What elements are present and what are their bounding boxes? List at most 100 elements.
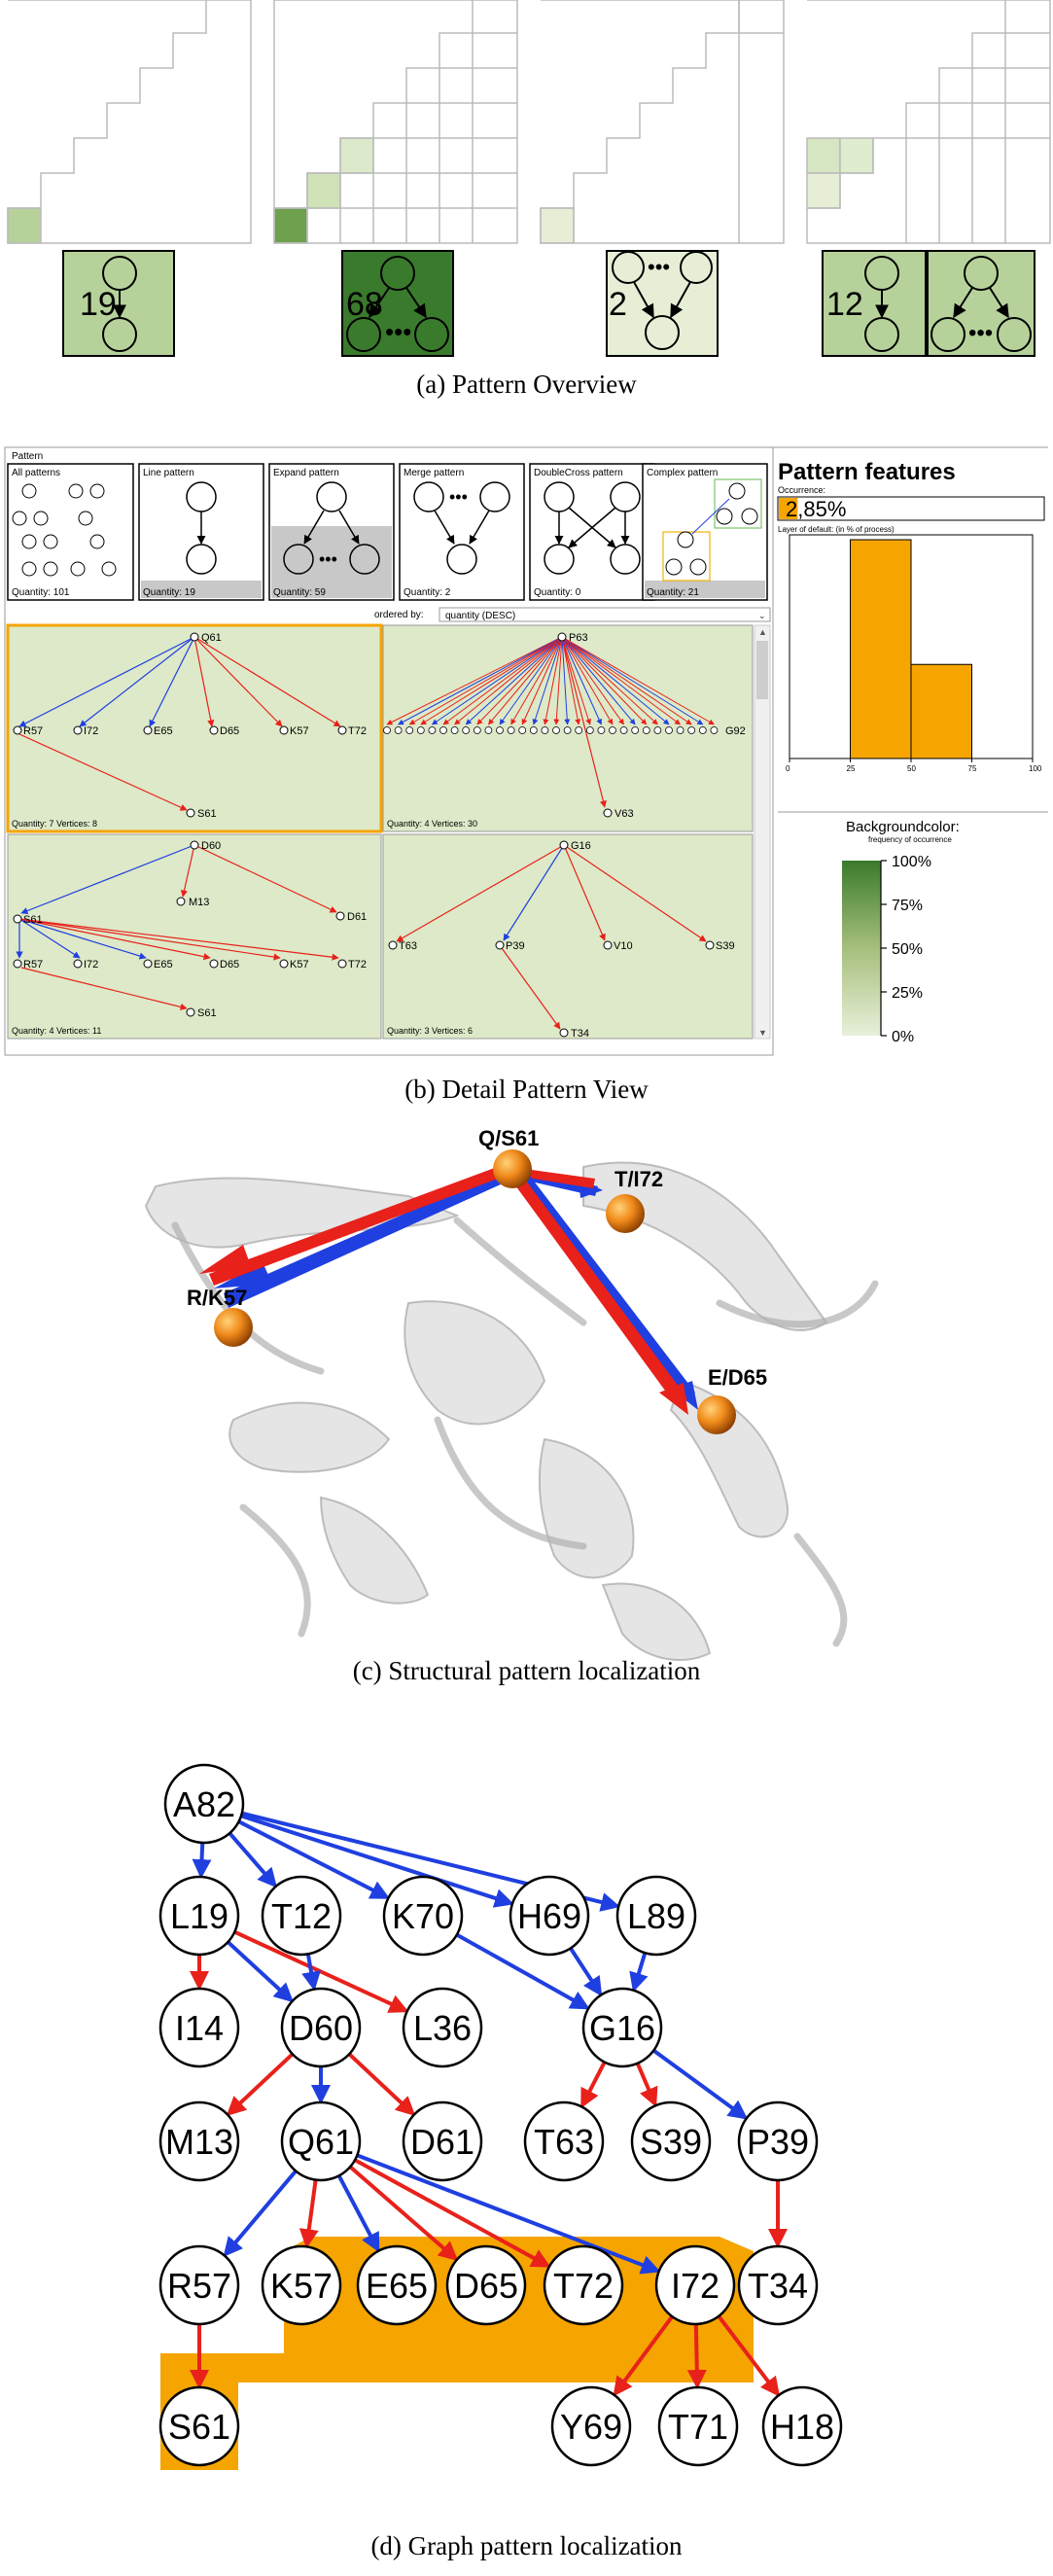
svg-text:Backgroundcolor:: Backgroundcolor: bbox=[846, 819, 960, 835]
svg-text:P39: P39 bbox=[506, 940, 525, 952]
svg-text:Quantity: 0: Quantity: 0 bbox=[534, 587, 581, 598]
graph-node-y69[interactable]: Y69 bbox=[550, 2385, 632, 2467]
pattern-card-merge[interactable]: Merge pattern ••• Quantity: 2 bbox=[399, 463, 525, 601]
graph-node-m13[interactable]: M13 bbox=[158, 2100, 240, 2182]
graph-node-e65[interactable]: E65 bbox=[356, 2244, 438, 2326]
svg-text:Layer of default: (in % of pro: Layer of default: (in % of process) bbox=[778, 525, 895, 534]
histogram-tick-4: 100 bbox=[1029, 764, 1042, 773]
pattern-card-expand[interactable]: Expand pattern ••• Quantity: 59 bbox=[268, 463, 395, 601]
graph-node-s61[interactable]: S61 bbox=[158, 2385, 240, 2467]
pattern-overview: 19 ••• 68 ••• 2 12 ••• bbox=[7, 0, 1051, 357]
overview-tile-2[interactable]: ••• 68 bbox=[341, 250, 454, 357]
svg-text:T72: T72 bbox=[348, 959, 367, 970]
graph-edge-k70-g16 bbox=[455, 1932, 590, 2010]
graph-node-r57[interactable]: R57 bbox=[158, 2244, 240, 2326]
ordered-by-label: ordered by: bbox=[374, 610, 424, 620]
occurrence-bar bbox=[777, 496, 1045, 521]
svg-text:Quantity: 19: Quantity: 19 bbox=[143, 587, 195, 598]
svg-text:D61: D61 bbox=[347, 911, 367, 923]
pattern-card-line[interactable]: Line pattern Quantity: 19 bbox=[138, 463, 264, 601]
graph-node-label: T34 bbox=[748, 2266, 808, 2306]
graph-node-q61[interactable]: Q61 bbox=[280, 2100, 362, 2182]
occurrence-histogram: 0 25 50 75 100 bbox=[786, 534, 1042, 773]
graph-node-t63[interactable]: T63 bbox=[523, 2100, 605, 2182]
graph-node-s39[interactable]: S39 bbox=[630, 2100, 712, 2182]
svg-text:S61: S61 bbox=[197, 808, 217, 820]
svg-text:S61: S61 bbox=[23, 914, 43, 926]
pattern-features-panel: Pattern features Occurrence: 2,85% Layer… bbox=[772, 446, 1048, 1050]
pattern-card-doublecross[interactable]: DoubleCross pattern Quantity: 0 bbox=[529, 463, 655, 601]
caption-d: (d) Graph pattern localization bbox=[370, 2531, 683, 2560]
graph-node-t12[interactable]: T12 bbox=[261, 1875, 342, 1957]
svg-text:S39: S39 bbox=[716, 940, 735, 952]
svg-text:quantity (DESC): quantity (DESC) bbox=[445, 611, 515, 621]
svg-text:•••: ••• bbox=[449, 487, 468, 507]
graph-node-label: Y69 bbox=[560, 2407, 622, 2447]
graph-node-d61[interactable]: D61 bbox=[402, 2100, 483, 2182]
graph-edge-i72-y69 bbox=[613, 2314, 674, 2397]
overview-tile-1[interactable]: 19 bbox=[62, 250, 175, 357]
graph-node-l19[interactable]: L19 bbox=[158, 1875, 240, 1957]
pattern-panel-1[interactable]: Q61 R57 I72 E65 D65 K57 T72 S61 Quantity… bbox=[6, 623, 383, 833]
svg-text:Quantity: 3 Vertices: 6: Quantity: 3 Vertices: 6 bbox=[387, 1026, 473, 1036]
pattern-panel-4[interactable]: G16 T63 P39 V10 S39 T34 Quantity: 3 Vert… bbox=[382, 833, 754, 1040]
graph-edge-g16-p39 bbox=[652, 2048, 749, 2120]
graph-node-label: S61 bbox=[168, 2407, 230, 2447]
svg-text:▼: ▼ bbox=[758, 1028, 767, 1038]
graph-node-k57[interactable]: K57 bbox=[261, 2244, 342, 2326]
graph-node-t34[interactable]: T34 bbox=[737, 2244, 819, 2326]
graph-node-k70[interactable]: K70 bbox=[382, 1875, 464, 1957]
graph-node-label: D60 bbox=[289, 2008, 353, 2048]
graph-node-label: K70 bbox=[392, 1896, 454, 1936]
graph-node-t71[interactable]: T71 bbox=[657, 2385, 739, 2467]
graph-node-h69[interactable]: H69 bbox=[509, 1875, 590, 1957]
overview-count-4: 12 bbox=[826, 286, 863, 323]
histogram-tick-3: 75 bbox=[968, 764, 977, 773]
graph-node-i72[interactable]: I72 bbox=[654, 2244, 736, 2326]
protein-ribbon bbox=[144, 1161, 828, 1661]
overview-count-3: 2 bbox=[609, 286, 627, 323]
graph-node-label: H18 bbox=[770, 2407, 834, 2447]
graph-node-a82[interactable]: A82 bbox=[163, 1763, 245, 1845]
svg-text:R57: R57 bbox=[23, 959, 43, 970]
pattern-panel-2[interactable]: P63 G92 V63 Quantity: 4 Vertices: 30 bbox=[382, 624, 754, 832]
svg-text:•••: ••• bbox=[319, 549, 337, 569]
graph-node-d60[interactable]: D60 bbox=[280, 1987, 362, 2068]
histogram-bar-0 bbox=[850, 539, 912, 759]
graph-node-l89[interactable]: L89 bbox=[615, 1875, 697, 1957]
graph-node-label: L19 bbox=[170, 1896, 228, 1936]
graph-node-d65[interactable]: D65 bbox=[445, 2244, 527, 2326]
ordered-by-select[interactable]: quantity (DESC) ⌄ bbox=[439, 607, 771, 622]
svg-text:I72: I72 bbox=[84, 959, 98, 970]
overview-tile-4[interactable]: 12 ••• bbox=[822, 250, 1035, 357]
graph-edge-a82-t12 bbox=[228, 1831, 278, 1888]
histogram-tick-1: 25 bbox=[847, 764, 856, 773]
svg-text:R57: R57 bbox=[23, 725, 43, 737]
svg-text:I72: I72 bbox=[84, 725, 98, 737]
overview-tile-3[interactable]: ••• 2 bbox=[606, 250, 719, 357]
svg-text:50%: 50% bbox=[892, 941, 923, 958]
pattern-card-complex[interactable]: Complex pattern Quantity: 21 bbox=[642, 463, 768, 601]
graph-edge-q61-d65 bbox=[348, 2165, 459, 2262]
pattern-panel-3[interactable]: D60 M13 D61 S61 R57 I72 E65 D65 K57 T72 … bbox=[7, 833, 382, 1040]
graph-node-label: Q61 bbox=[288, 2122, 354, 2162]
graph-node-label: D61 bbox=[410, 2122, 474, 2162]
svg-text:100%: 100% bbox=[892, 854, 931, 870]
results-scrollbar[interactable]: ▲ ▼ bbox=[754, 624, 771, 1040]
graph-node-p39[interactable]: P39 bbox=[737, 2100, 819, 2182]
graph-node-label: M13 bbox=[165, 2122, 233, 2162]
graph-node-l36[interactable]: L36 bbox=[402, 1987, 483, 2068]
graph-edge-q61-e65 bbox=[336, 2174, 380, 2253]
graph-node-i14[interactable]: I14 bbox=[158, 1987, 240, 2068]
graph-edge-i72-t71 bbox=[686, 2323, 707, 2390]
pattern-card-all[interactable]: All patterns Quantity: 101 bbox=[7, 463, 134, 601]
graph-node-t72[interactable]: T72 bbox=[543, 2244, 624, 2326]
graph-edge-l89-g16 bbox=[629, 1952, 649, 1993]
graph-node-g16[interactable]: G16 bbox=[581, 1987, 663, 2068]
graph-node-h18[interactable]: H18 bbox=[761, 2385, 843, 2467]
svg-text:T34: T34 bbox=[571, 1028, 589, 1040]
svg-text:Q61: Q61 bbox=[201, 632, 222, 644]
graph-pattern: A82 L19 T12 K70 H69 L89 I14 D60 L36 G16 M13 Q61 D61 T… bbox=[158, 1763, 843, 2470]
graph-node-label: D65 bbox=[454, 2266, 518, 2306]
svg-text:frequency of occurrence: frequency of occurrence bbox=[868, 835, 952, 844]
